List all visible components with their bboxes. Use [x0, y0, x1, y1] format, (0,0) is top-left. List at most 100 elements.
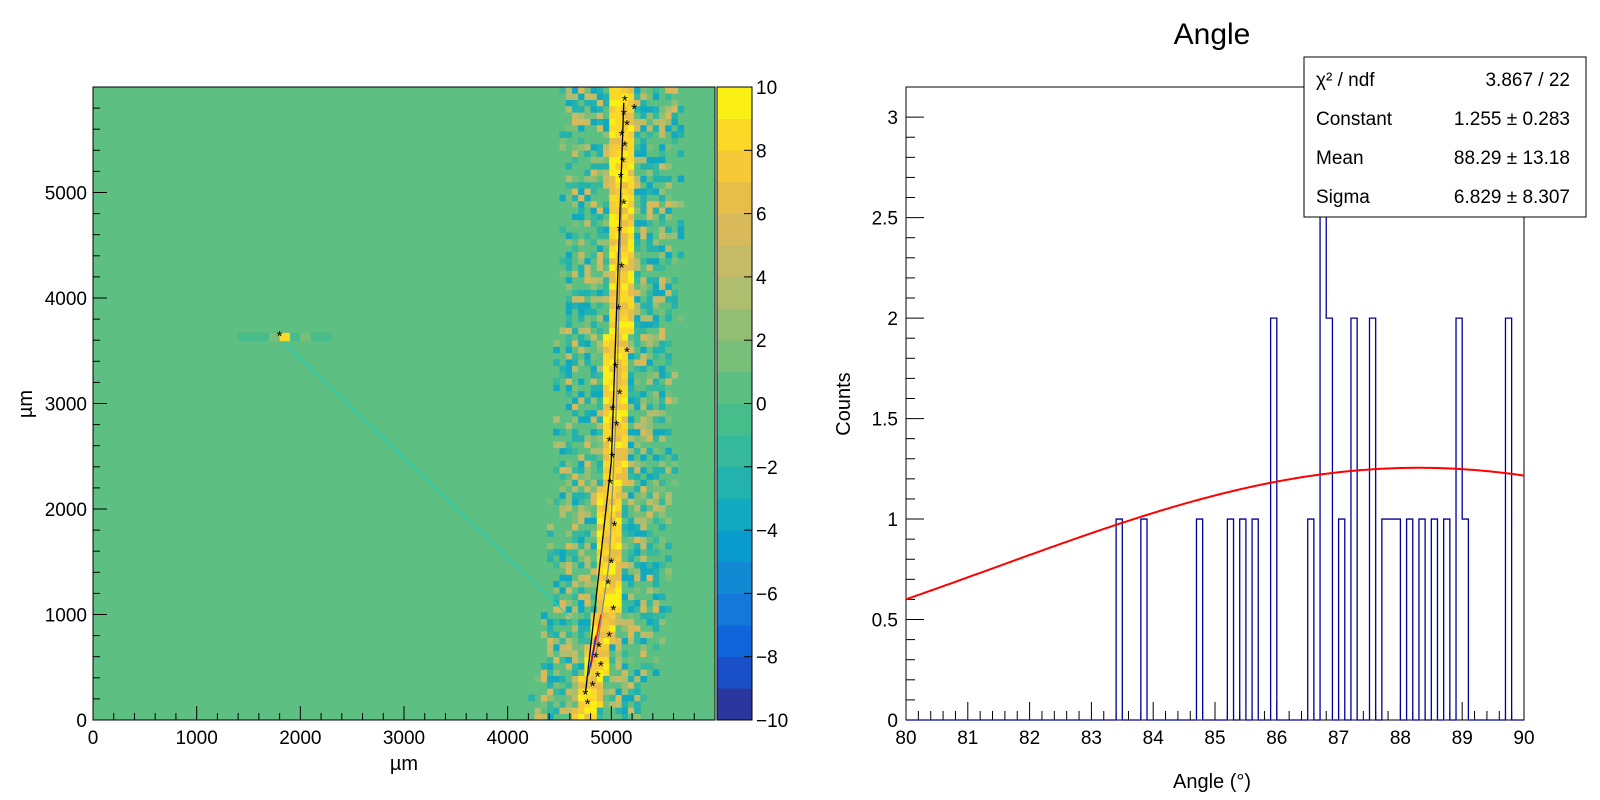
heatmap-cell — [646, 606, 654, 613]
heatmap-cell — [590, 428, 598, 436]
heatmap-cell — [615, 536, 622, 544]
heatmap-cell — [646, 409, 654, 417]
heatmap-cell — [540, 682, 548, 689]
heatmap-cell — [565, 378, 573, 385]
heatmap-cell — [615, 530, 622, 537]
heatmap-cell — [659, 390, 666, 398]
heatmap-cell — [603, 118, 610, 126]
heatmap-cell — [646, 530, 654, 537]
heatmap-cell — [590, 87, 598, 94]
heatmap-cell — [615, 599, 622, 607]
heatmap-cell — [640, 175, 647, 183]
heatmap-cell — [627, 87, 635, 94]
heatmap-cell — [659, 321, 666, 328]
heatmap-cell — [646, 625, 654, 632]
heatmap-cell — [571, 663, 579, 670]
heatmap-cell — [659, 257, 666, 265]
heatmap-cell — [621, 289, 629, 297]
heatmap-cell — [634, 289, 641, 297]
heatmap-cell — [590, 479, 598, 487]
heatmap-cell — [559, 327, 567, 335]
heatmap-cell — [665, 340, 672, 347]
heatmap-cell — [603, 194, 610, 202]
heatmap-cell — [615, 574, 622, 582]
heatmap-cell — [646, 599, 654, 607]
heatmap-cell — [640, 194, 647, 202]
hit-marker: * — [606, 629, 612, 646]
heatmap-cell — [578, 669, 585, 676]
heatmap-cell — [578, 707, 585, 714]
heatmap-cell — [553, 612, 560, 620]
heatmap-cell — [627, 289, 635, 297]
heatmap-cell — [677, 226, 685, 233]
heatmap-cell — [590, 137, 598, 145]
heatmap-cell — [565, 435, 573, 442]
heatmap-cell — [646, 587, 654, 594]
heatmap-cell — [565, 441, 573, 449]
heatmap-cell — [609, 675, 616, 683]
heatmap-cell — [547, 707, 554, 714]
heatmap-cell — [665, 574, 672, 582]
heatmap-cell — [590, 226, 598, 233]
heatmap-cell — [590, 549, 598, 556]
heatmap-cell — [621, 207, 629, 214]
heatmap-cell — [665, 162, 672, 170]
heatmap-cell — [615, 219, 622, 227]
heatmap-cell — [665, 112, 672, 119]
heatmap-cell — [621, 200, 629, 208]
heatmap-cell — [603, 625, 610, 632]
heatmap-cell — [615, 270, 622, 278]
heatmap-cell — [634, 682, 641, 689]
heatmap-cell — [596, 302, 604, 309]
heatmap-cell — [659, 454, 666, 461]
heatmap-cell — [640, 384, 647, 392]
heatmap-cell — [603, 682, 610, 689]
heatmap-cell — [590, 289, 598, 297]
heatmap-cell — [640, 561, 647, 569]
heatmap-cell — [565, 276, 573, 284]
heatmap-cell — [565, 618, 573, 626]
heatmap-cell — [640, 340, 647, 347]
heatmap-cell — [584, 663, 591, 670]
heatmap-cell — [578, 561, 585, 569]
heatmap-cell — [615, 441, 622, 449]
stats-value-chi2: 3.867 / 22 — [1485, 70, 1570, 91]
heatmap-cell — [621, 409, 629, 417]
heatmap-cell — [603, 340, 610, 347]
heatmap-cell — [571, 245, 579, 252]
heatmap-cell — [615, 137, 622, 145]
heatmap-cell — [584, 473, 591, 480]
heatmap-cell — [609, 137, 616, 145]
heatmap-cell — [578, 650, 585, 657]
heatmap-cell — [578, 327, 585, 335]
heatmap-cell — [571, 321, 579, 328]
heatmap-cell — [609, 713, 616, 721]
heatmap-cell — [621, 549, 629, 556]
heatmap-cell — [640, 435, 647, 442]
heatmap-cell — [665, 276, 672, 284]
heatmap-cell — [665, 213, 672, 221]
heatmap-cell — [584, 694, 591, 702]
heatmap-cell — [659, 359, 666, 366]
heatmap-cell — [584, 352, 591, 360]
heatmap-cell — [571, 492, 579, 499]
heatmap-cell — [596, 93, 604, 100]
heatmap-cell — [652, 112, 660, 119]
map-x-tick-label: 0 — [88, 728, 99, 749]
hist-x-tick-label: 85 — [1204, 728, 1225, 749]
heatmap-cell — [615, 371, 622, 379]
heatmap-cell — [659, 498, 666, 506]
heatmap-cell — [596, 207, 604, 214]
heatmap-cell — [565, 530, 573, 537]
heatmap-cell — [646, 99, 654, 107]
heatmap-cell — [652, 283, 660, 290]
heatmap-cell — [634, 675, 641, 683]
heatmap-cell — [640, 466, 647, 474]
heatmap-cell — [627, 131, 635, 138]
heatmap-cell — [609, 200, 616, 208]
heatmap-cell — [590, 283, 598, 290]
heatmap-cell — [584, 112, 591, 119]
heatmap-cell — [603, 593, 610, 601]
heatmap-cell — [603, 555, 610, 563]
